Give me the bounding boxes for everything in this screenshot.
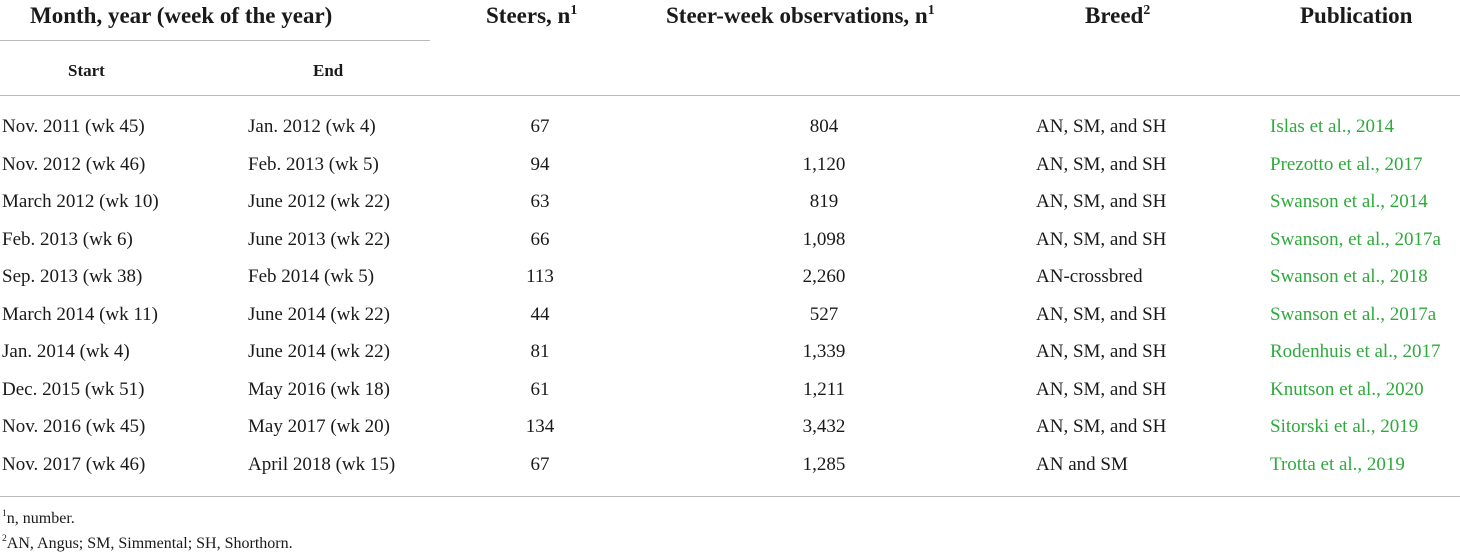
- publication-link[interactable]: Islas et al., 2014: [1270, 116, 1395, 137]
- table-row: Nov. 2017 (wk 46) April 2018 (wk 15) 67 1,2…: [0, 446, 1460, 483]
- table-row: Feb. 2013 (wk 6) June 2013 (wk 22) 66 1,098…: [0, 221, 1460, 258]
- table-row: Nov. 2016 (wk 45) May 2017 (wk 20) 134 3,43…: [0, 408, 1460, 445]
- breed-cell: AN, SM, and SH: [1036, 191, 1167, 212]
- observations-cell: 1,098: [802, 228, 846, 250]
- table-bottom-rule: [0, 496, 1460, 497]
- start-cell: March 2012 (wk 10): [2, 191, 159, 212]
- publication-link[interactable]: Knutson et al., 2020: [1270, 378, 1424, 400]
- publication-link[interactable]: Trotta et al., 2019: [1270, 453, 1405, 475]
- observations-cell: 1,285: [802, 453, 846, 475]
- steers-cell: 63: [530, 191, 550, 212]
- steers-cell: 67: [530, 116, 550, 137]
- header-observations: Steer-week observations, n1: [666, 1, 935, 29]
- footnote-1-text: n, number.: [6, 510, 75, 527]
- header-period-underline: [0, 40, 430, 41]
- footnote-2-text: AN, Angus; SM, Simmental; SH, Shorthorn.: [6, 535, 293, 552]
- header-divider: [0, 95, 1460, 96]
- observations-cell: 804: [809, 116, 839, 137]
- header-publication: Publication: [1300, 3, 1413, 28]
- end-cell: April 2018 (wk 15): [248, 453, 396, 475]
- breed-cell: AN, SM, and SH: [1036, 341, 1167, 362]
- header-steers: Steers, n1: [486, 1, 578, 29]
- breed-cell: AN-crossbred: [1036, 266, 1143, 287]
- end-cell: June 2014 (wk 22): [248, 341, 390, 362]
- start-cell: Nov. 2016 (wk 45): [2, 416, 146, 437]
- footnote-1: 1n, number.: [2, 508, 75, 528]
- end-cell: June 2014 (wk 22): [248, 303, 390, 325]
- header-start: Start: [68, 61, 105, 80]
- publication-link[interactable]: Swanson et al., 2018: [1270, 266, 1428, 287]
- steers-cell: 81: [530, 341, 550, 362]
- end-cell: Jan. 2012 (wk 4): [248, 116, 376, 137]
- breed-cell: AN, SM, and SH: [1036, 116, 1167, 137]
- breed-cell: AN, SM, and SH: [1036, 228, 1167, 250]
- breed-cell: AN and SM: [1036, 453, 1128, 475]
- publication-link[interactable]: Swanson, et al., 2017a: [1270, 228, 1441, 250]
- start-cell: Jan. 2014 (wk 4): [2, 341, 130, 362]
- breed-cell: AN, SM, and SH: [1036, 416, 1167, 437]
- table-row: Nov. 2011 (wk 45) Jan. 2012 (wk 4) 67 804 AN…: [0, 108, 1460, 145]
- table-row: Jan. 2014 (wk 4) June 2014 (wk 22) 81 1,339…: [0, 333, 1460, 370]
- publication-link[interactable]: Prezotto et al., 2017: [1270, 153, 1423, 175]
- observations-cell: 1,339: [802, 341, 846, 362]
- header-steers-label: Steers, n: [486, 3, 571, 28]
- header-steers-footnote-mark: 1: [570, 1, 578, 17]
- steers-cell: 66: [530, 228, 550, 250]
- publication-link[interactable]: Rodenhuis et al., 2017: [1270, 341, 1441, 362]
- end-cell: June 2013 (wk 22): [248, 228, 390, 250]
- table-row: Sep. 2013 (wk 38) Feb 2014 (wk 5) 113 2,260…: [0, 258, 1460, 295]
- end-cell: Feb. 2013 (wk 5): [248, 153, 379, 175]
- observations-cell: 1,211: [802, 378, 846, 400]
- header-observations-footnote-mark: 1: [927, 1, 935, 17]
- header-breed-footnote-mark: 2: [1143, 1, 1151, 17]
- start-cell: Nov. 2017 (wk 46): [2, 453, 146, 475]
- observations-cell: 527: [809, 303, 839, 325]
- header-breed-label: Breed: [1085, 3, 1144, 28]
- observations-cell: 2,260: [802, 266, 846, 287]
- steers-cell: 94: [530, 153, 550, 175]
- publication-link[interactable]: Swanson et al., 2017a: [1270, 303, 1437, 325]
- breed-cell: AN, SM, and SH: [1036, 153, 1167, 175]
- end-cell: May 2016 (wk 18): [248, 378, 390, 400]
- end-cell: June 2012 (wk 22): [248, 191, 390, 212]
- start-cell: Feb. 2013 (wk 6): [2, 228, 133, 250]
- steers-cell: 61: [530, 378, 550, 400]
- breed-cell: AN, SM, and SH: [1036, 303, 1167, 325]
- header-end: End: [313, 61, 344, 80]
- footnote-1-mark: 1: [2, 508, 7, 520]
- start-cell: Sep. 2013 (wk 38): [2, 266, 143, 287]
- start-cell: March 2014 (wk 11): [2, 303, 159, 325]
- header-breed: Breed2: [1085, 1, 1151, 29]
- publication-link[interactable]: Swanson et al., 2014: [1270, 191, 1428, 212]
- publication-link[interactable]: Sitorski et al., 2019: [1270, 416, 1419, 437]
- start-cell: Nov. 2012 (wk 46): [2, 153, 146, 175]
- steers-cell: 67: [530, 453, 550, 475]
- table-row: Dec. 2015 (wk 51) May 2016 (wk 18) 61 1,211…: [0, 371, 1460, 408]
- table-row: March 2012 (wk 10) June 2012 (wk 22) 63 819…: [0, 183, 1460, 220]
- observations-cell: 3,432: [802, 416, 846, 437]
- table-row: Nov. 2012 (wk 46) Feb. 2013 (wk 5) 94 1,120…: [0, 146, 1460, 183]
- steers-cell: 134: [525, 416, 555, 437]
- start-cell: Dec. 2015 (wk 51): [2, 378, 145, 400]
- breed-cell: AN, SM, and SH: [1036, 378, 1167, 400]
- header-observations-label: Steer-week observations, n: [666, 3, 928, 28]
- observations-cell: 1,120: [802, 153, 846, 175]
- table-row: March 2014 (wk 11) June 2014 (wk 22) 44 527…: [0, 296, 1460, 333]
- start-cell: Nov. 2011 (wk 45): [2, 116, 145, 137]
- steers-cell: 44: [530, 303, 550, 325]
- footnote-2: 2AN, Angus; SM, Simmental; SH, Shorthorn…: [2, 533, 293, 553]
- steers-cell: 113: [526, 266, 554, 287]
- end-cell: Feb 2014 (wk 5): [248, 266, 375, 287]
- end-cell: May 2017 (wk 20): [248, 416, 390, 437]
- header-period: Month, year (week of the year): [30, 3, 333, 28]
- observations-cell: 819: [809, 191, 839, 212]
- footnote-2-mark: 2: [2, 533, 7, 545]
